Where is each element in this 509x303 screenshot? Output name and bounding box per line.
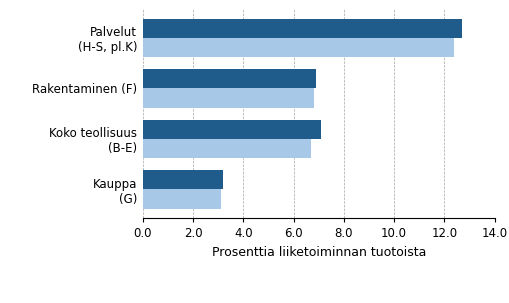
Bar: [143, 69, 316, 88]
Bar: [143, 120, 321, 139]
Legend: 2014, 2013: 2014, 2013: [257, 298, 380, 303]
Bar: [143, 170, 223, 189]
Bar: [143, 139, 310, 158]
Bar: [143, 88, 313, 108]
X-axis label: Prosenttia liiketoiminnan tuotoista: Prosenttia liiketoiminnan tuotoista: [211, 246, 425, 259]
Bar: [143, 18, 461, 38]
Bar: [143, 38, 454, 57]
Bar: [143, 189, 220, 209]
